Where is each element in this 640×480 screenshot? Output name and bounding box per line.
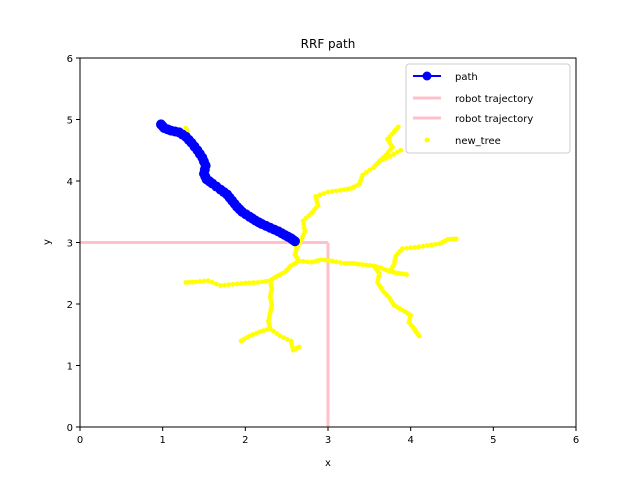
new-tree-point bbox=[242, 280, 248, 286]
new-tree-point bbox=[218, 283, 223, 288]
new-tree-point bbox=[387, 154, 393, 159]
new-tree-point bbox=[226, 282, 232, 288]
new-tree-point bbox=[400, 246, 405, 252]
new-tree-point bbox=[255, 280, 261, 285]
new-tree-point bbox=[404, 245, 409, 251]
new-tree-point bbox=[408, 245, 414, 251]
new-tree-point bbox=[318, 257, 324, 263]
new-tree-point bbox=[322, 257, 328, 263]
new-tree-point bbox=[338, 260, 343, 265]
new-tree-point bbox=[404, 272, 409, 277]
new-tree-point bbox=[267, 326, 273, 331]
legend-label-tree: new_tree bbox=[455, 136, 501, 147]
new-tree-point bbox=[247, 280, 252, 286]
new-tree-point bbox=[205, 278, 211, 284]
new-tree-point bbox=[338, 187, 343, 193]
new-tree-point bbox=[238, 281, 244, 286]
new-tree-point bbox=[263, 278, 269, 284]
new-tree-point bbox=[416, 244, 422, 250]
new-tree-point bbox=[380, 157, 386, 163]
new-tree-point bbox=[453, 236, 459, 242]
new-tree-point bbox=[329, 189, 335, 194]
new-tree-point bbox=[360, 172, 366, 178]
new-tree-point bbox=[238, 338, 244, 344]
new-tree-point bbox=[271, 328, 276, 334]
new-tree-point bbox=[317, 192, 323, 198]
new-tree-point bbox=[209, 279, 215, 285]
new-tree-point bbox=[230, 281, 236, 287]
y-tick-label: 3 bbox=[67, 239, 73, 250]
legend: path robot trajectory robot trajectory n… bbox=[405, 63, 571, 154]
new-tree-point bbox=[326, 258, 331, 263]
new-tree-point bbox=[183, 280, 189, 285]
new-tree-point bbox=[296, 344, 302, 350]
new-tree-point bbox=[274, 331, 280, 336]
new-tree-point bbox=[395, 124, 401, 130]
new-tree-point bbox=[304, 259, 310, 265]
x-tick-label: 3 bbox=[325, 435, 331, 446]
new-tree-point bbox=[391, 151, 396, 157]
new-tree-point bbox=[284, 336, 290, 342]
x-tick-label: 0 bbox=[77, 435, 83, 446]
new-tree-point bbox=[281, 335, 287, 341]
new-tree-point bbox=[420, 243, 426, 249]
new-tree-point bbox=[313, 193, 318, 199]
path-point bbox=[289, 236, 300, 247]
new-tree-point bbox=[398, 147, 404, 153]
y-tick-label: 5 bbox=[67, 116, 73, 127]
chart-title: RRF path bbox=[301, 37, 356, 51]
x-axis-label: x bbox=[325, 458, 331, 469]
new-tree-point bbox=[222, 282, 228, 288]
y-tick-label: 1 bbox=[67, 362, 73, 373]
new-tree-point bbox=[367, 263, 373, 268]
new-tree-point bbox=[214, 281, 219, 287]
legend-box bbox=[405, 63, 571, 154]
new-tree-point bbox=[259, 279, 265, 285]
legend-label-trajectory-1: robot trajectory bbox=[455, 94, 533, 105]
x-tick-label: 2 bbox=[242, 435, 248, 446]
new-tree-point bbox=[329, 258, 335, 264]
new-tree-point bbox=[341, 187, 347, 193]
x-tick-label: 6 bbox=[573, 435, 579, 446]
x-tick-label: 4 bbox=[407, 435, 413, 446]
y-axis-label: y bbox=[42, 239, 53, 245]
new-tree-point bbox=[333, 259, 339, 265]
y-tick-label: 2 bbox=[67, 300, 73, 311]
new-tree-point bbox=[394, 149, 400, 155]
new-tree-point bbox=[384, 155, 389, 161]
y-tick-label: 4 bbox=[67, 177, 73, 188]
x-tick-label: 1 bbox=[159, 435, 165, 446]
new-tree-point bbox=[424, 243, 430, 248]
new-tree-point bbox=[416, 333, 422, 339]
legend-label-path: path bbox=[455, 72, 478, 83]
new-tree-point bbox=[333, 188, 339, 194]
new-tree-point bbox=[197, 279, 203, 284]
x-tick-label: 5 bbox=[490, 435, 496, 446]
new-tree-point bbox=[363, 169, 369, 175]
new-tree-point bbox=[234, 281, 240, 287]
y-tick-label: 6 bbox=[67, 54, 73, 65]
new-tree-point bbox=[363, 262, 369, 268]
new-tree-point bbox=[300, 258, 306, 264]
new-tree-point bbox=[360, 262, 366, 268]
new-tree-point bbox=[201, 278, 207, 284]
legend-tree-marker bbox=[424, 137, 430, 143]
new-tree-point bbox=[325, 189, 331, 195]
legend-label-trajectory-2: robot trajectory bbox=[455, 114, 533, 125]
new-tree-point bbox=[345, 186, 350, 192]
new-tree-point bbox=[433, 241, 438, 247]
new-tree-point bbox=[367, 167, 373, 173]
new-tree-point bbox=[428, 242, 434, 248]
new-tree-point bbox=[251, 280, 256, 286]
legend-path-marker bbox=[422, 71, 432, 81]
new-tree-point bbox=[277, 333, 283, 339]
new-tree-point bbox=[412, 245, 418, 250]
new-tree-point bbox=[376, 158, 382, 164]
new-tree-point bbox=[321, 191, 327, 196]
y-tick-label: 0 bbox=[67, 423, 73, 434]
